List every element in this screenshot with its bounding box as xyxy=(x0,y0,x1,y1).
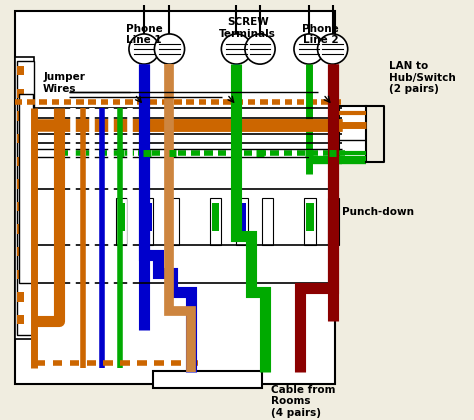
Bar xyxy=(118,203,125,231)
Bar xyxy=(306,203,314,231)
Bar xyxy=(17,270,24,279)
Text: Phone
Line 1: Phone Line 1 xyxy=(126,24,163,45)
Bar xyxy=(339,105,365,162)
Bar xyxy=(168,198,179,245)
Bar xyxy=(17,61,34,335)
Bar xyxy=(237,198,248,245)
Bar xyxy=(17,224,24,234)
Bar xyxy=(17,111,24,121)
Circle shape xyxy=(318,34,348,64)
Bar xyxy=(17,66,24,76)
Bar xyxy=(17,179,24,189)
Bar xyxy=(144,203,152,231)
Bar xyxy=(17,157,24,166)
Bar xyxy=(17,315,24,324)
Bar xyxy=(18,94,33,283)
Bar xyxy=(210,198,221,245)
Bar xyxy=(142,198,154,245)
Text: Cable from
Rooms
(4 pairs): Cable from Rooms (4 pairs) xyxy=(271,385,336,418)
Text: LAN to
Hub/Switch
(2 pairs): LAN to Hub/Switch (2 pairs) xyxy=(389,61,456,94)
Text: SCREW
Terminals: SCREW Terminals xyxy=(219,17,276,39)
Bar xyxy=(15,11,336,384)
Bar xyxy=(304,198,316,245)
Bar xyxy=(17,134,24,143)
Bar xyxy=(262,198,273,245)
Circle shape xyxy=(245,34,275,64)
Bar xyxy=(17,202,24,211)
Bar xyxy=(154,370,262,388)
Bar xyxy=(238,203,246,231)
Text: Phone
Line 2: Phone Line 2 xyxy=(302,24,339,45)
Bar xyxy=(212,203,219,231)
Circle shape xyxy=(294,34,324,64)
Bar xyxy=(170,203,177,231)
Circle shape xyxy=(155,34,184,64)
Text: Jumper
Wires: Jumper Wires xyxy=(43,72,85,94)
Bar xyxy=(17,292,24,302)
Bar xyxy=(330,203,337,231)
Bar xyxy=(15,57,34,339)
Bar xyxy=(264,203,271,231)
Bar xyxy=(17,247,24,257)
Circle shape xyxy=(221,34,252,64)
Bar xyxy=(116,198,127,245)
Bar xyxy=(17,89,24,98)
Text: Punch-down: Punch-down xyxy=(342,207,414,217)
Circle shape xyxy=(129,34,159,64)
Bar xyxy=(328,198,339,245)
